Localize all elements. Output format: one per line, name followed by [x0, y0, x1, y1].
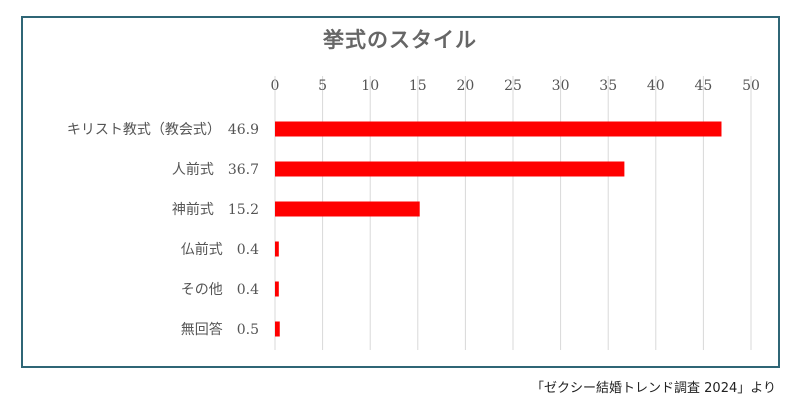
category-label: キリスト教式（教会式） 46.9 — [67, 122, 259, 138]
x-tick-label: 50 — [742, 78, 760, 94]
category-label: 神前式 15.2 — [172, 201, 259, 218]
x-tick-label: 30 — [552, 78, 570, 94]
x-tick-label: 15 — [409, 78, 427, 94]
chart-title: 挙式のスタイル — [323, 28, 477, 52]
chart-frame — [21, 16, 780, 368]
bar — [275, 241, 279, 257]
category-label: 無回答 0.5 — [181, 321, 259, 338]
x-tick-label: 0 — [271, 78, 280, 94]
x-tick-label: 35 — [599, 78, 617, 94]
category-label: その他 0.4 — [181, 282, 259, 298]
category-label: 仏前式 0.4 — [181, 241, 259, 258]
bar — [275, 201, 420, 217]
category-label: 人前式 36.7 — [172, 161, 259, 178]
x-tick-label: 40 — [647, 78, 665, 94]
x-tick-label: 45 — [694, 78, 712, 94]
x-tick-label: 5 — [318, 78, 327, 94]
bar — [275, 161, 625, 177]
source-note: 「ゼクシー結婚トレンド調査 2024」より — [531, 381, 776, 396]
x-tick-label: 25 — [504, 78, 522, 94]
bar — [275, 121, 722, 137]
bar — [275, 321, 280, 337]
bar — [275, 281, 279, 297]
x-tick-label: 10 — [361, 78, 379, 94]
x-tick-label: 20 — [456, 78, 474, 94]
